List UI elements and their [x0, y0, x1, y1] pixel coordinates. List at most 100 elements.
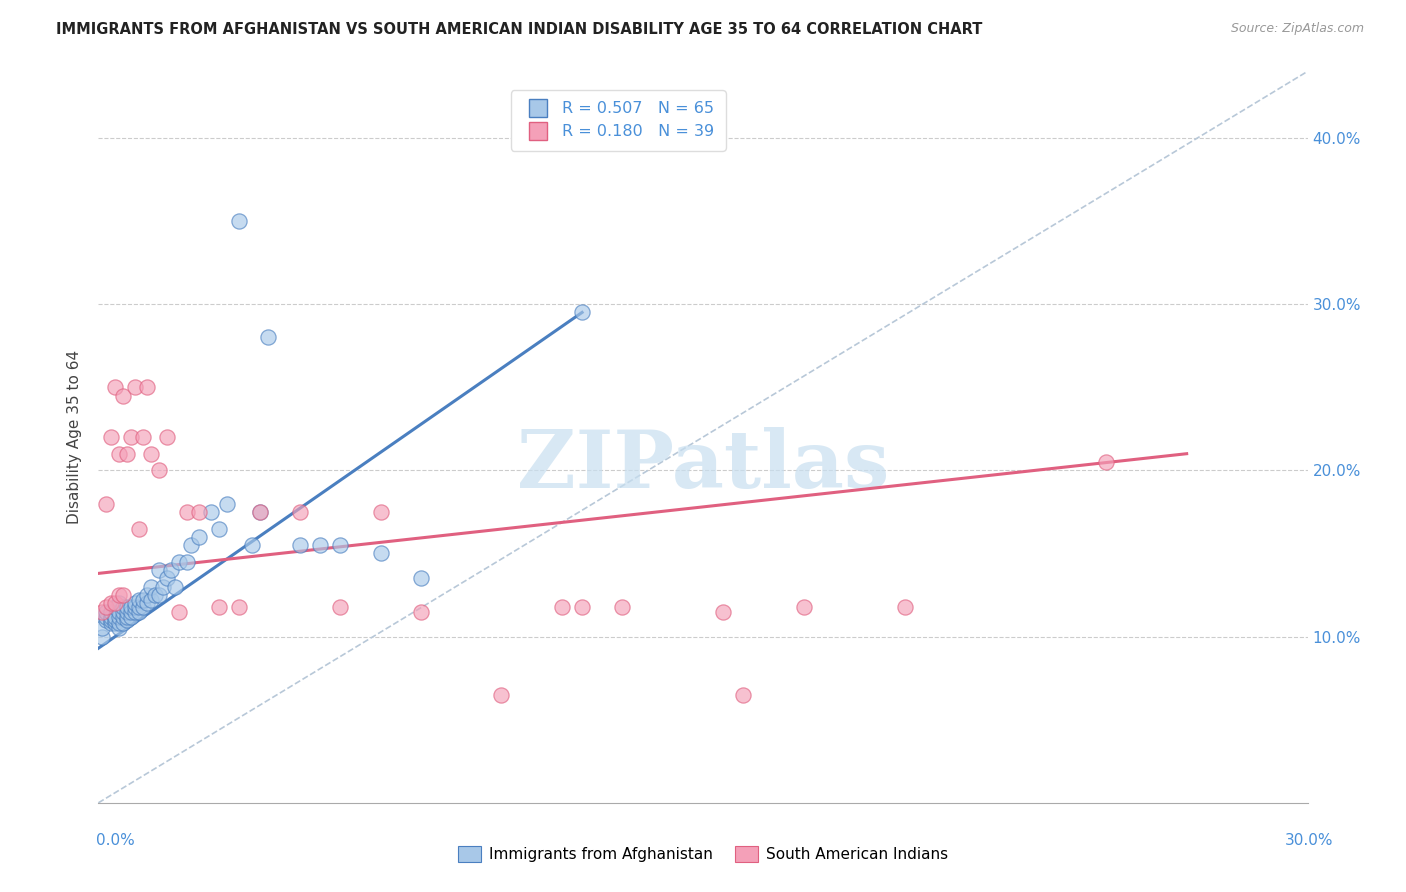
Point: [329, 538, 352, 552]
Point: [107, 605, 129, 619]
Point: [409, 571, 432, 585]
Text: 0.0%: 0.0%: [96, 833, 135, 847]
Point: [124, 596, 146, 610]
Point: [103, 380, 125, 394]
Point: [111, 605, 134, 619]
Point: [120, 609, 142, 624]
Point: [107, 621, 129, 635]
Point: [100, 616, 122, 631]
Point: [103, 616, 125, 631]
Point: [733, 688, 755, 702]
Point: [107, 596, 129, 610]
Point: [115, 609, 138, 624]
Point: [156, 571, 179, 585]
Point: [91, 621, 114, 635]
Point: [551, 599, 574, 614]
Point: [96, 613, 118, 627]
Point: [100, 613, 122, 627]
Text: Source: ZipAtlas.com: Source: ZipAtlas.com: [1230, 22, 1364, 36]
Point: [124, 599, 146, 614]
Point: [120, 430, 142, 444]
Point: [249, 505, 271, 519]
Point: [111, 616, 134, 631]
Point: [128, 521, 150, 535]
Point: [107, 588, 129, 602]
Point: [128, 599, 150, 614]
Point: [156, 430, 179, 444]
Point: [152, 580, 174, 594]
Point: [96, 605, 118, 619]
Text: IMMIGRANTS FROM AFGHANISTAN VS SOUTH AMERICAN INDIAN DISABILITY AGE 35 TO 64 COR: IMMIGRANTS FROM AFGHANISTAN VS SOUTH AME…: [56, 22, 983, 37]
Text: 30.0%: 30.0%: [1285, 833, 1333, 847]
Y-axis label: Disability Age 35 to 64: Disability Age 35 to 64: [67, 350, 83, 524]
Point: [176, 505, 198, 519]
Point: [100, 430, 122, 444]
Point: [208, 521, 231, 535]
Point: [148, 563, 170, 577]
Point: [103, 596, 125, 610]
Point: [240, 538, 263, 552]
Point: [115, 613, 138, 627]
Point: [1095, 455, 1118, 469]
Point: [208, 599, 231, 614]
Point: [128, 605, 150, 619]
Point: [96, 497, 118, 511]
Point: [571, 599, 593, 614]
Point: [256, 330, 278, 344]
Point: [148, 463, 170, 477]
Point: [200, 505, 222, 519]
Point: [111, 388, 134, 402]
Point: [111, 599, 134, 614]
Point: [139, 593, 162, 607]
Point: [132, 430, 155, 444]
Point: [711, 605, 734, 619]
Point: [128, 593, 150, 607]
Point: [100, 596, 122, 610]
Point: [111, 609, 134, 624]
Point: [612, 599, 634, 614]
Point: [135, 596, 157, 610]
Point: [309, 538, 332, 552]
Point: [91, 605, 114, 619]
Point: [188, 530, 211, 544]
Point: [288, 505, 311, 519]
Point: [249, 505, 271, 519]
Point: [180, 538, 202, 552]
Legend: R = 0.507   N = 65, R = 0.180   N = 39: R = 0.507 N = 65, R = 0.180 N = 39: [512, 90, 725, 151]
Point: [163, 580, 186, 594]
Point: [96, 609, 118, 624]
Point: [176, 555, 198, 569]
Point: [132, 593, 155, 607]
Legend: Immigrants from Afghanistan, South American Indians: Immigrants from Afghanistan, South Ameri…: [451, 840, 955, 868]
Point: [107, 616, 129, 631]
Point: [91, 630, 114, 644]
Point: [288, 538, 311, 552]
Point: [124, 380, 146, 394]
Point: [103, 599, 125, 614]
Point: [571, 305, 593, 319]
Point: [793, 599, 815, 614]
Point: [107, 447, 129, 461]
Point: [370, 546, 392, 560]
Point: [120, 599, 142, 614]
Point: [103, 613, 125, 627]
Point: [100, 605, 122, 619]
Point: [107, 609, 129, 624]
Point: [135, 380, 157, 394]
Point: [132, 599, 155, 614]
Point: [120, 605, 142, 619]
Point: [96, 599, 118, 614]
Point: [139, 580, 162, 594]
Point: [115, 605, 138, 619]
Point: [167, 555, 190, 569]
Point: [217, 497, 239, 511]
Point: [124, 605, 146, 619]
Point: [491, 688, 513, 702]
Point: [160, 563, 183, 577]
Point: [228, 599, 250, 614]
Text: ZIPatlas: ZIPatlas: [517, 427, 889, 506]
Point: [139, 447, 162, 461]
Point: [135, 588, 157, 602]
Point: [103, 609, 125, 624]
Point: [188, 505, 211, 519]
